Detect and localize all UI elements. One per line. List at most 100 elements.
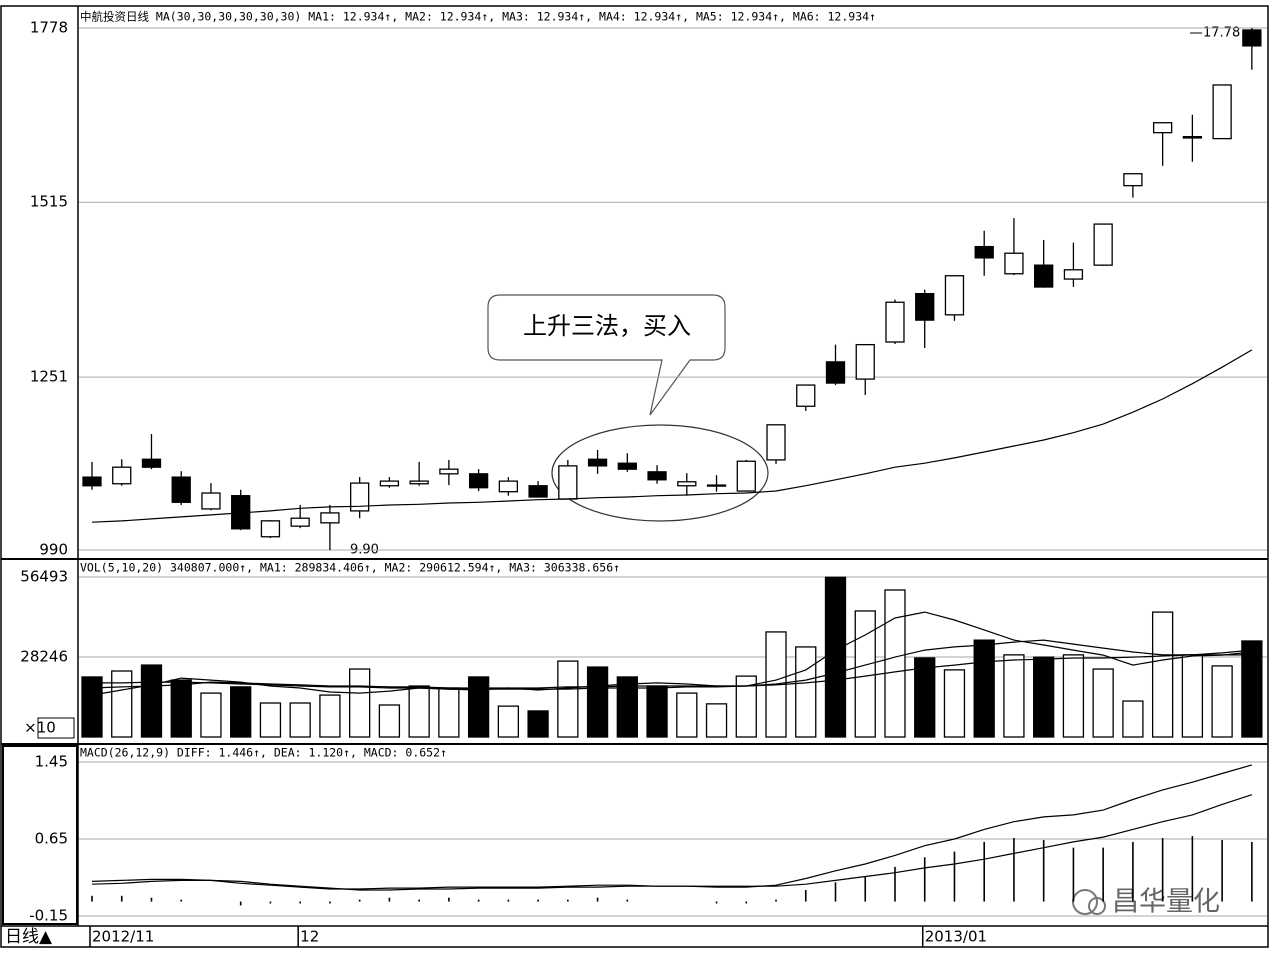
candle-body (290, 517, 310, 527)
candle-body (1034, 264, 1054, 288)
volume-bar (289, 702, 311, 738)
volume-header: VOL(5,10,20) 340807.000↑, MA1: 289834.40… (80, 561, 620, 575)
candle-body (647, 471, 667, 481)
candle-body (974, 245, 994, 259)
volume-bar (1003, 654, 1025, 738)
candle-body (1063, 269, 1084, 280)
volume-bar (378, 704, 401, 738)
series-line (92, 649, 1252, 690)
volume-bar (1181, 654, 1204, 738)
candle-body (1242, 29, 1262, 47)
volume-bar (319, 694, 341, 738)
volume-bar (1092, 668, 1114, 738)
scale-label-box (37, 717, 75, 739)
volume-bar (943, 669, 966, 738)
volume-bar (111, 670, 133, 738)
candle-body (855, 343, 875, 380)
volume-bar (497, 705, 520, 738)
volume-bar (527, 710, 549, 738)
volume-bar (408, 685, 430, 738)
frame (0, 5, 1269, 948)
x-tick-label: 12 (300, 928, 319, 946)
watermark-icon (1088, 897, 1106, 915)
candle-body (82, 476, 102, 487)
volume-bar (170, 679, 192, 738)
candle-body (885, 301, 905, 343)
y-tick-label: 1778 (30, 19, 68, 37)
candle-body (915, 292, 935, 321)
volume-bar (1241, 640, 1263, 738)
candle-body (1004, 252, 1024, 275)
volume-bar (854, 610, 876, 738)
candle-body (498, 480, 519, 493)
price-header: 中航投资日线 MA(30,30,30,30,30,30) MA1: 12.934… (80, 10, 876, 24)
volume-bar (349, 668, 371, 738)
candle-body (171, 476, 191, 503)
volume-bar (557, 660, 579, 738)
candle-body (706, 484, 727, 487)
watermark: 昌华量化 (1112, 887, 1220, 918)
volume-bar (1033, 656, 1055, 738)
volume-bar (676, 692, 698, 738)
volume-bar (824, 576, 847, 738)
candle-body (587, 458, 608, 467)
candle-body (1212, 84, 1232, 140)
candle-body (439, 468, 459, 475)
macd-axis-box (2, 745, 78, 925)
volume-bar (646, 685, 668, 738)
series-line (91, 611, 1252, 696)
y-tick-label: 0.65 (35, 830, 68, 848)
volume-bar (914, 657, 936, 738)
candle-body (528, 485, 548, 498)
volume-bar (616, 676, 638, 738)
high-annotation: 17.78 (1203, 26, 1240, 41)
highlight-ellipse (551, 424, 769, 522)
volume-bar (1062, 654, 1085, 738)
series-line (91, 794, 1253, 891)
volume-bar (81, 676, 103, 738)
candle-body (558, 465, 578, 500)
volume-bar (230, 686, 252, 738)
candle-body (617, 462, 637, 470)
candle-body (350, 482, 370, 512)
y-tick-label: 56493 (20, 568, 68, 586)
candle-body (141, 458, 162, 468)
y-tick-label: 1.45 (35, 753, 68, 771)
y-tick-label: 990 (39, 541, 68, 559)
volume-bar (795, 646, 817, 738)
volume-bar (1211, 665, 1233, 738)
y-tick-label: 1515 (30, 193, 68, 211)
y-tick-label: 28246 (20, 648, 68, 666)
volume-bar (259, 702, 282, 738)
candle-body (1093, 223, 1113, 266)
volume-bar (140, 664, 163, 738)
x-tick-label: 2012/11 (92, 928, 154, 946)
candle-body (379, 480, 400, 487)
period-label: 日线▲ (5, 927, 53, 947)
candle-body (112, 466, 132, 485)
macd-header: MACD(26,12,9) DIFF: 1.446↑, DEA: 1.120↑,… (80, 746, 447, 760)
candle-body (260, 520, 281, 538)
candle-body (796, 384, 816, 407)
volume-bar (438, 687, 460, 738)
volume-bar (735, 675, 757, 738)
series-line (91, 639, 1252, 689)
volume-bar (1122, 700, 1144, 738)
volume-bar (1151, 611, 1174, 738)
candle-body (201, 492, 221, 510)
volume-bar (884, 589, 906, 738)
candle-body (1123, 173, 1143, 187)
callout-text: 上升三法，买入 (523, 312, 691, 340)
candle-body (320, 512, 340, 524)
volume-scale-label: ×10 (24, 719, 56, 737)
y-tick-label: 1251 (30, 368, 68, 386)
volume-bar (705, 703, 728, 738)
candle-body (825, 361, 846, 384)
candle-body (944, 275, 965, 316)
y-tick-label: -0.15 (29, 907, 68, 925)
candle-body (1182, 135, 1203, 139)
